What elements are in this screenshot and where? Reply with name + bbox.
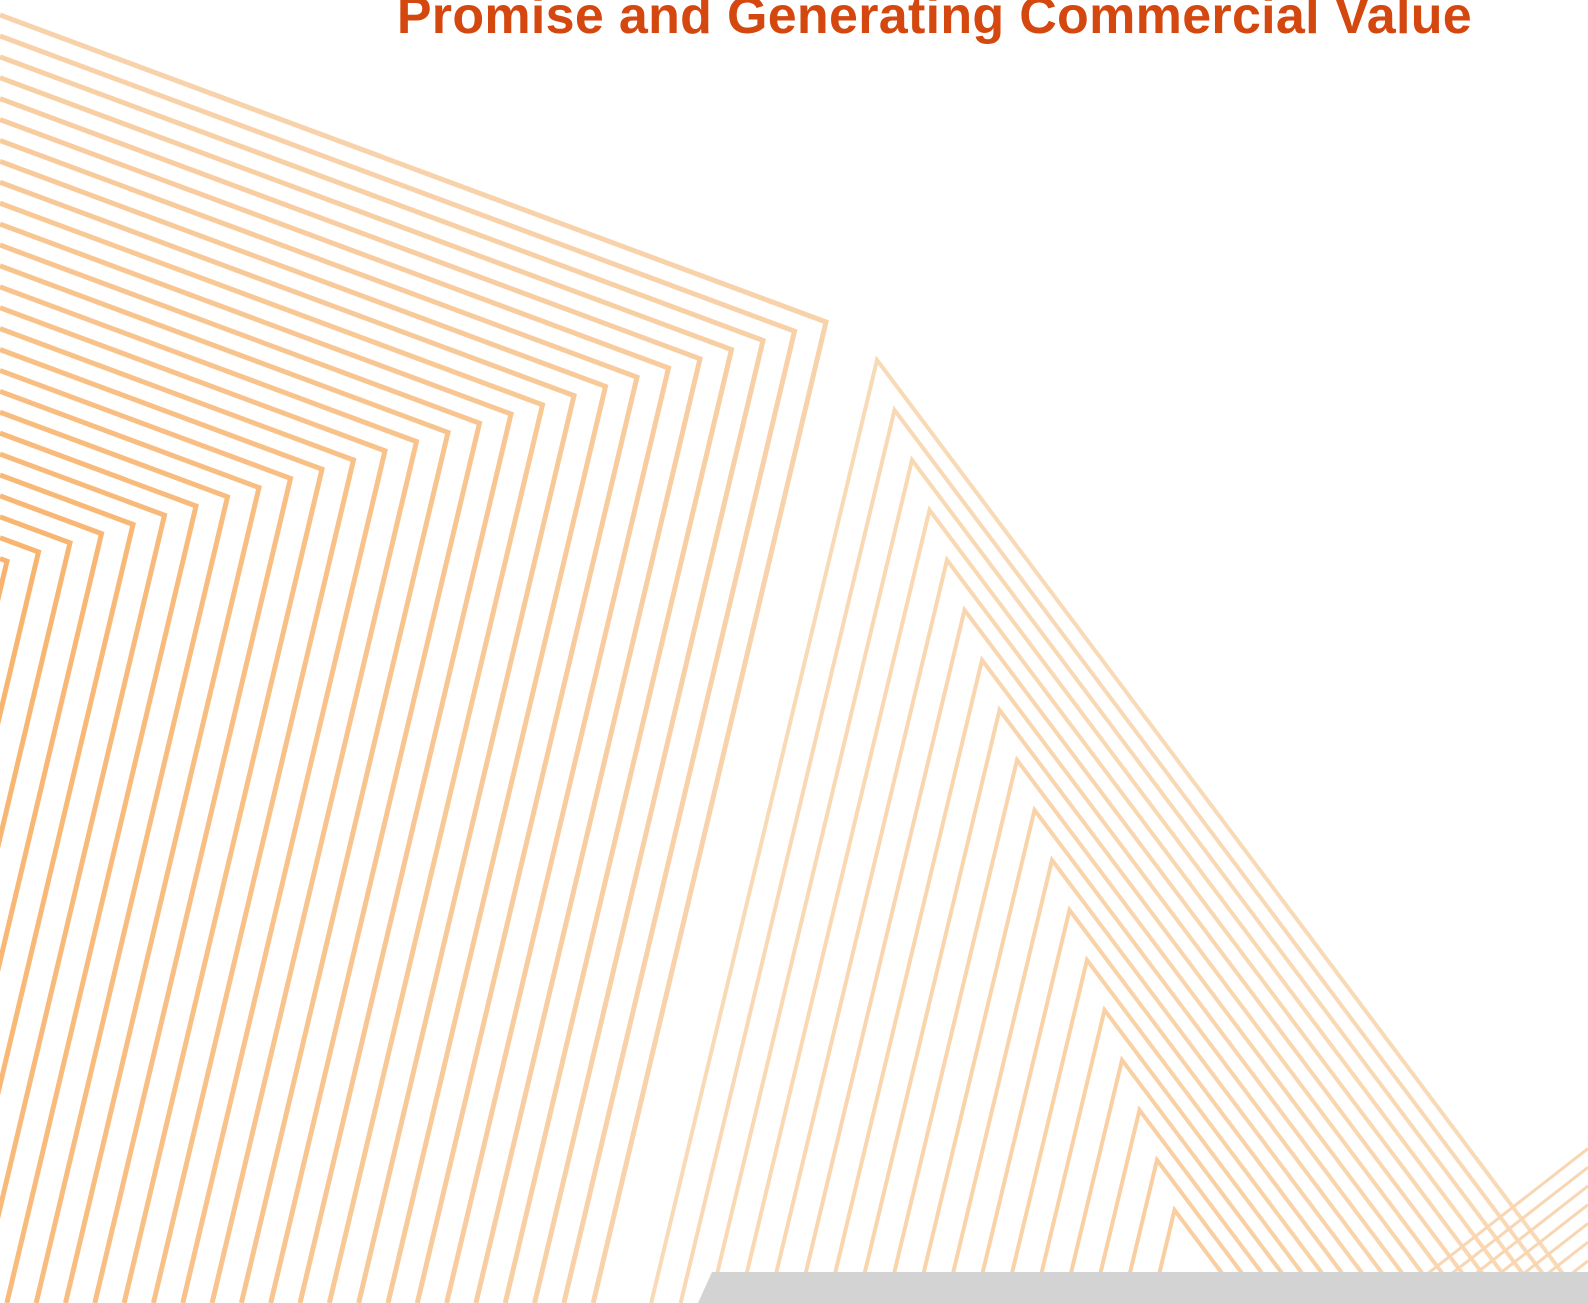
decor-line: [651, 360, 1585, 1303]
cover-page: Promise and Generating Commercial Value: [0, 0, 1588, 1303]
decor-line: [0, 454, 165, 1303]
grey-band: [698, 1272, 1588, 1303]
decor-line: [975, 910, 1364, 1303]
decorative-lines: [0, 0, 1588, 1303]
document-title: Promise and Generating Commercial Value: [397, 0, 1472, 46]
decor-line: [0, 120, 669, 1303]
decor-line: [769, 560, 1505, 1303]
decor-line: [0, 266, 448, 1303]
decor-line: [681, 410, 1565, 1303]
